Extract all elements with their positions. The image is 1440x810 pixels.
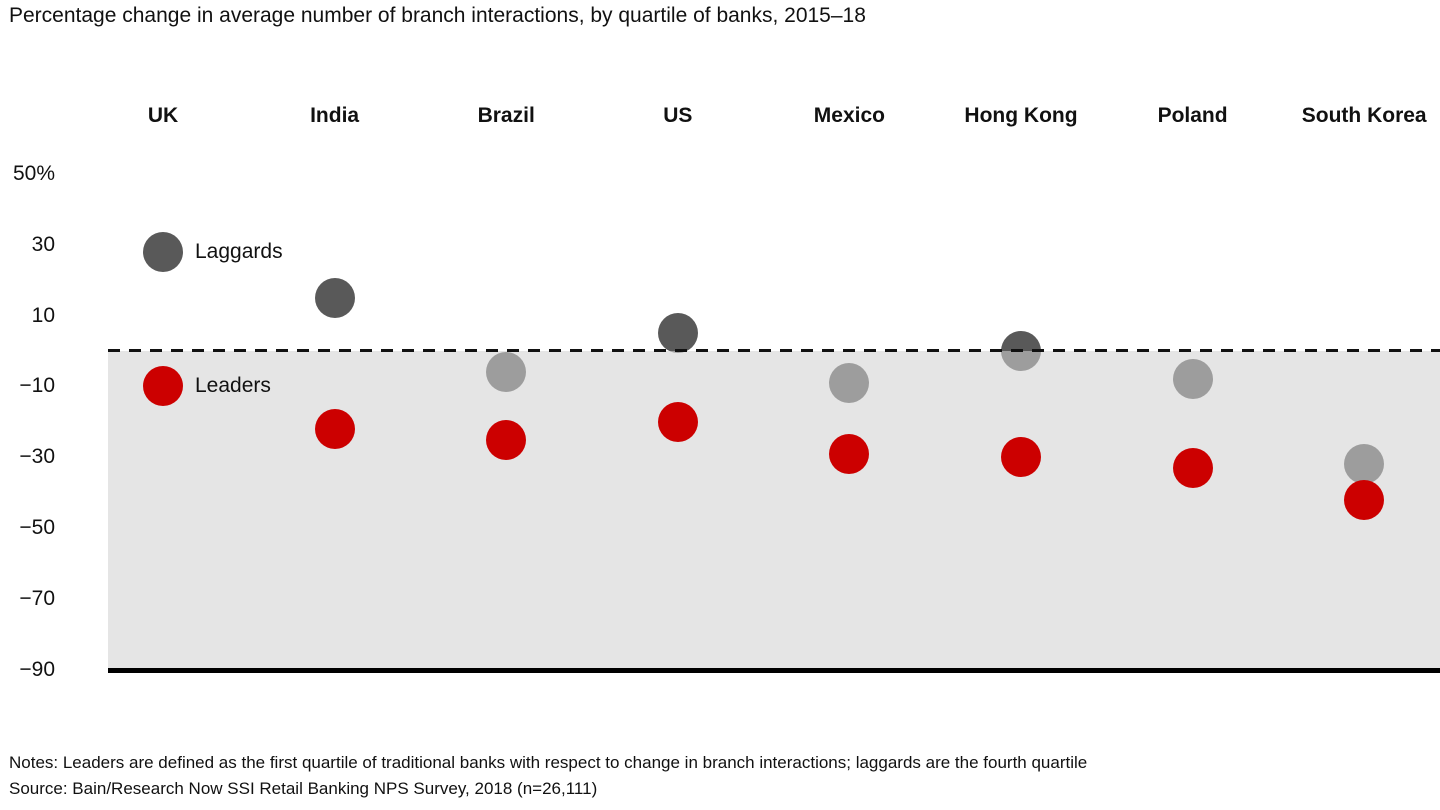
column-header-us: US (663, 104, 693, 127)
y-tick-10: 10 (31, 303, 55, 327)
y-tick--90: −90 (19, 657, 55, 681)
column-header-mexico: Mexico (813, 104, 885, 127)
column-header-india: India (310, 104, 360, 127)
legend-label-leaders: Leaders (195, 374, 271, 398)
y-tick--30: −30 (19, 445, 55, 469)
dot-leaders-brazil (486, 419, 527, 460)
column-header-uk: UK (147, 104, 179, 127)
dot-leaders-uk (143, 366, 183, 407)
y-tick-50: 50% (12, 161, 55, 185)
column-header-poland: Poland (1157, 104, 1228, 127)
dot-laggards-us (657, 313, 698, 354)
zero-dashed-line (108, 349, 1440, 352)
dot-leaders-poland (1172, 447, 1213, 488)
y-tick--70: −70 (19, 587, 55, 610)
negative-region-band (108, 351, 1440, 670)
dot-leaders-hong-kong (1001, 437, 1041, 478)
dot-laggards-india (314, 277, 355, 318)
y-tick--10: −10 (19, 374, 55, 398)
source-text: Source: Bain/Research Now SSI Retail Ban… (9, 779, 598, 798)
x-axis-baseline (108, 668, 1440, 673)
chart-title: Percentage change in average number of b… (9, 4, 866, 27)
column-header-brazil: Brazil (477, 104, 535, 127)
column-header-south-korea: South Korea (1301, 104, 1427, 127)
dot-leaders-mexico (829, 433, 870, 474)
legend-label-laggards: Laggards (195, 239, 283, 263)
y-tick-30: 30 (31, 232, 55, 256)
y-tick--50: −50 (19, 516, 55, 540)
column-header-hong-kong: Hong Kong (964, 104, 1078, 127)
notes-text: Notes: Leaders are defined as the first … (9, 753, 1088, 772)
dot-leaders-india (314, 408, 355, 449)
dot-laggards-uk (143, 231, 183, 272)
dot-leaders-south-korea (1344, 479, 1385, 520)
dot-leaders-us (657, 401, 698, 442)
